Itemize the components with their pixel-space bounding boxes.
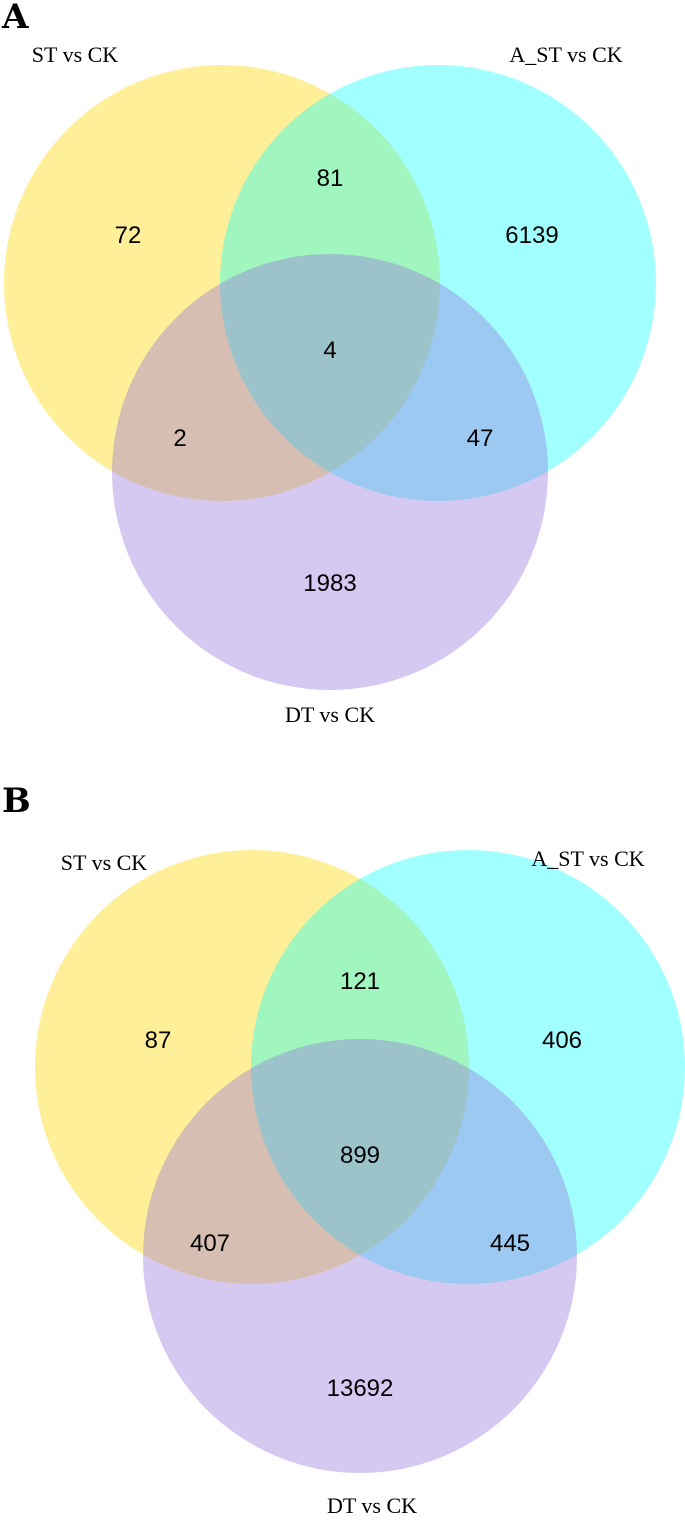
set-circle-a-st-vs-ck — [220, 65, 656, 501]
panel-letter: B — [2, 781, 31, 821]
set-label-st-vs-ck: ST vs CK — [32, 42, 119, 67]
set-circle-st-vs-ck — [35, 850, 469, 1284]
region-count-st-a-st: 81 — [317, 165, 344, 192]
set-label-a-st-vs-ck: A_ST vs CK — [531, 846, 644, 871]
region-count-all-three: 899 — [340, 1142, 380, 1169]
region-count-only-dt: 13692 — [327, 1375, 394, 1402]
region-count-st-a-st: 121 — [340, 968, 380, 995]
region-count-all-three: 4 — [323, 337, 336, 364]
venn-panel-b: B ST vs CK A_ST vs CK DT vs CK 87 406 13… — [0, 762, 685, 1524]
set-circle-a-st-vs-ck — [251, 850, 685, 1284]
panel-letter: A — [1, 0, 29, 37]
venn-diagram-a: A ST vs CK A_ST vs CK DT vs CK 72 6139 1… — [1, 0, 656, 727]
region-count-only-st: 72 — [115, 222, 142, 249]
region-count-a-st-dt: 445 — [490, 1230, 530, 1257]
region-count-a-st-dt: 47 — [467, 425, 494, 452]
region-count-only-dt: 1983 — [303, 570, 356, 597]
venn-diagram-b: B ST vs CK A_ST vs CK DT vs CK 87 406 13… — [2, 781, 685, 1518]
region-count-st-dt: 2 — [173, 425, 186, 452]
set-label-a-st-vs-ck: A_ST vs CK — [509, 42, 622, 67]
set-circle-st-vs-ck — [4, 65, 440, 501]
venn-panel-a: A ST vs CK A_ST vs CK DT vs CK 72 6139 1… — [1, 0, 656, 727]
set-circle-dt-vs-ck — [143, 1039, 577, 1473]
region-count-only-a-st: 406 — [542, 1027, 582, 1054]
region-count-st-dt: 407 — [190, 1230, 230, 1257]
set-circle-dt-vs-ck — [112, 254, 548, 690]
region-count-only-a-st: 6139 — [505, 222, 558, 249]
set-label-dt-vs-ck: DT vs CK — [327, 1493, 417, 1518]
region-count-only-st: 87 — [145, 1027, 172, 1054]
set-label-st-vs-ck: ST vs CK — [61, 850, 148, 875]
set-label-dt-vs-ck: DT vs CK — [285, 702, 375, 727]
